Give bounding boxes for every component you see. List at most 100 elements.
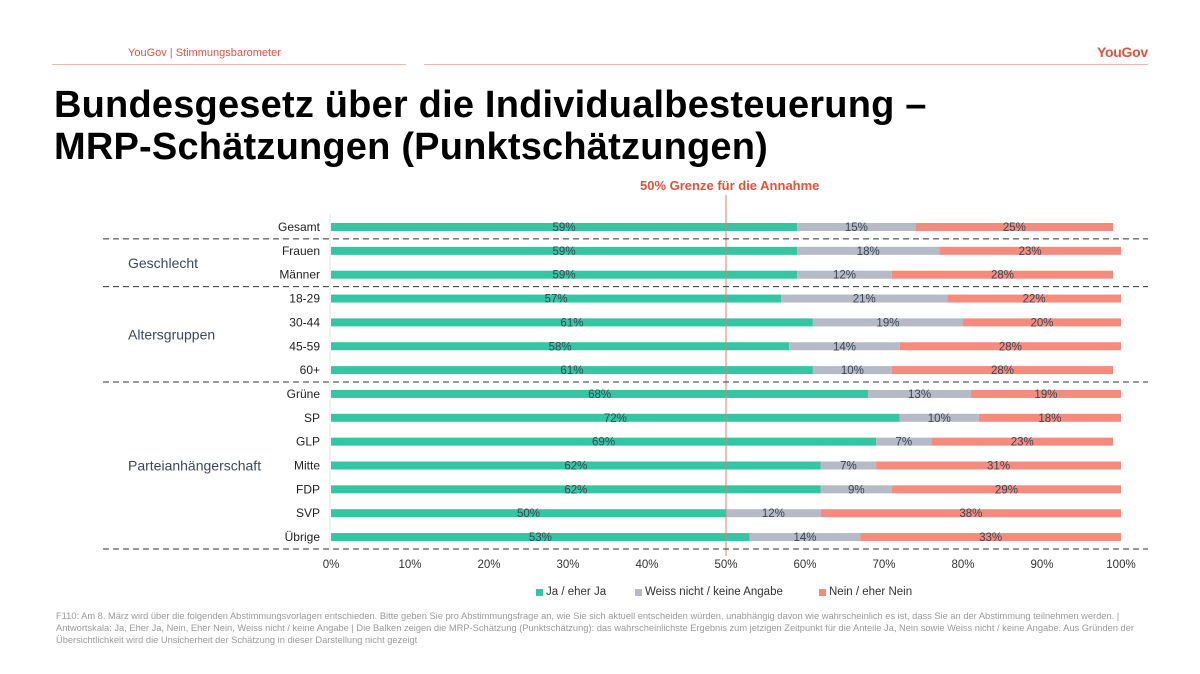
data-label-dontknow-männer: 12% xyxy=(833,270,856,282)
bar-no-fdp xyxy=(891,485,1121,494)
yougov-logo: YouGov xyxy=(1097,44,1148,60)
category-label-männer: Männer xyxy=(279,268,320,282)
data-label-dontknow-svp: 12% xyxy=(762,508,785,520)
data-label-yes-30-44: 61% xyxy=(560,317,583,329)
x-tick-label-90pct: 90% xyxy=(1030,559,1053,571)
data-label-dontknow-fdp: 9% xyxy=(848,484,865,496)
bar-yes-frauen xyxy=(331,246,798,255)
footnote: F110: Am 8. März wird über die folgenden… xyxy=(56,611,1134,645)
bar-dontknow-45-59 xyxy=(789,342,900,351)
header-divider-left xyxy=(52,64,406,65)
data-label-yes-60-: 61% xyxy=(560,365,583,377)
bar-yes-fdp xyxy=(331,485,821,494)
bar-yes-mitte xyxy=(331,461,821,470)
data-label-dontknow-übrige: 14% xyxy=(793,532,816,544)
category-label-gesamt: Gesamt xyxy=(278,220,321,234)
bar-no-60- xyxy=(891,366,1114,375)
threshold-annotation: 50% Grenze für die Annahme xyxy=(640,178,820,193)
header-divider-right xyxy=(424,64,1148,65)
data-label-no-30-44: 20% xyxy=(1030,317,1053,329)
source-label: YouGov | Stimmungsbarometer xyxy=(128,47,281,59)
bar-dontknow-18-29 xyxy=(781,294,948,303)
data-label-no-männer: 28% xyxy=(991,270,1014,282)
bar-yes-45-59 xyxy=(331,342,790,351)
data-label-dontknow-45-59: 14% xyxy=(833,341,856,353)
data-label-yes-svp: 50% xyxy=(517,508,540,520)
data-label-dontknow-mitte: 7% xyxy=(840,461,857,473)
category-label-grüne: Grüne xyxy=(287,387,321,401)
bar-no-18-29 xyxy=(947,294,1121,303)
category-label-18-29: 18-29 xyxy=(289,292,320,306)
data-label-dontknow-sp: 10% xyxy=(928,413,951,425)
x-tick-label-50pct: 50% xyxy=(714,559,737,571)
data-label-dontknow-60-: 10% xyxy=(841,365,864,377)
bar-no-männer xyxy=(891,270,1114,279)
category-label-fdp: FDP xyxy=(296,482,320,496)
bar-dontknow-frauen xyxy=(797,246,940,255)
data-label-yes-18-29: 57% xyxy=(545,294,568,306)
data-label-no-fdp: 29% xyxy=(995,484,1018,496)
data-label-no-glp: 23% xyxy=(1011,437,1034,449)
x-tick-label-80pct: 80% xyxy=(951,559,974,571)
bar-yes-grüne xyxy=(331,389,869,398)
bar-no-30-44 xyxy=(963,318,1121,327)
title-line-1: Bundesgesetz über die Individualbesteuer… xyxy=(54,84,927,126)
data-label-no-frauen: 23% xyxy=(1019,246,1042,258)
category-label-frauen: Frauen xyxy=(282,244,320,258)
legend-item-dontknow: Weiss nicht / keine Angabe xyxy=(635,586,783,598)
x-tick-label-60pct: 60% xyxy=(793,559,816,571)
data-label-yes-mitte: 62% xyxy=(564,461,587,473)
legend-item-yes: Ja / eher Ja xyxy=(536,586,606,598)
legend-label-dontknow: Weiss nicht / keine Angabe xyxy=(645,586,783,598)
category-label-mitte: Mitte xyxy=(294,459,320,473)
data-label-no-18-29: 22% xyxy=(1023,294,1046,306)
category-label-übrige: Übrige xyxy=(285,530,321,544)
category-label-svp: SVP xyxy=(296,506,320,520)
bar-dontknow-30-44 xyxy=(812,318,963,327)
data-label-no-übrige: 33% xyxy=(979,532,1002,544)
data-label-dontknow-18-29: 21% xyxy=(853,294,876,306)
category-label-45-59: 45-59 xyxy=(289,339,320,353)
bar-no-glp xyxy=(931,437,1114,446)
legend-swatch-dontknow xyxy=(635,588,642,596)
x-tick-label-100pct: 100% xyxy=(1106,559,1135,571)
bar-yes-männer xyxy=(331,270,798,279)
bar-yes-übrige xyxy=(331,533,750,542)
data-label-dontknow-frauen: 18% xyxy=(857,246,880,258)
category-label-glp: GLP xyxy=(296,435,320,449)
bar-no-übrige xyxy=(860,533,1121,542)
bar-dontknow-svp xyxy=(726,509,821,518)
data-label-yes-sp: 72% xyxy=(604,413,627,425)
data-label-no-60-: 28% xyxy=(991,365,1014,377)
x-tick-label-40pct: 40% xyxy=(635,559,658,571)
category-label-sp: SP xyxy=(304,411,320,425)
data-label-no-grüne: 19% xyxy=(1034,389,1057,401)
bar-yes-glp xyxy=(331,437,877,446)
data-label-yes-45-59: 58% xyxy=(549,341,572,353)
bar-dontknow-männer xyxy=(797,270,892,279)
x-tick-label-10pct: 10% xyxy=(398,559,421,571)
legend-label-yes: Ja / eher Ja xyxy=(546,586,607,598)
group-label-parteianhängerschaft: Parteianhängerschaft xyxy=(128,458,261,474)
legend-swatch-no xyxy=(819,588,826,596)
data-label-no-mitte: 31% xyxy=(987,461,1010,473)
bar-no-gesamt xyxy=(915,223,1114,231)
data-label-yes-grüne: 68% xyxy=(588,389,611,401)
data-label-dontknow-grüne: 13% xyxy=(908,389,931,401)
legend-item-no: Nein / eher Nein xyxy=(819,586,912,598)
bar-no-svp xyxy=(820,509,1121,518)
bar-yes-60- xyxy=(331,366,813,375)
data-label-yes-glp: 69% xyxy=(592,437,615,449)
bar-yes-30-44 xyxy=(331,318,813,327)
bar-dontknow-60- xyxy=(812,366,892,375)
bar-yes-svp xyxy=(331,509,726,518)
bar-dontknow-sp xyxy=(899,413,979,422)
group-label-altersgruppen: Altersgruppen xyxy=(128,326,215,342)
data-label-no-sp: 18% xyxy=(1038,413,1061,425)
data-label-yes-fdp: 62% xyxy=(564,484,587,496)
bar-dontknow-glp xyxy=(876,437,932,446)
bar-yes-sp xyxy=(331,413,900,422)
data-label-yes-übrige: 53% xyxy=(529,532,552,544)
data-label-yes-frauen: 59% xyxy=(553,246,576,258)
